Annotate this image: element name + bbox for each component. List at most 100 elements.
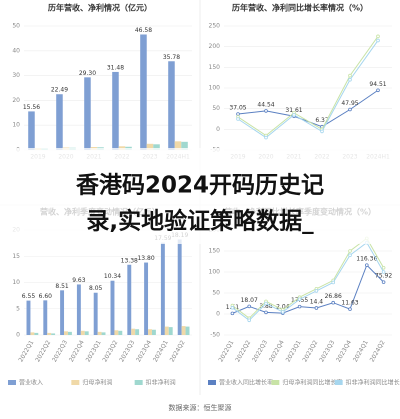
data-label: 15.56 [23, 104, 40, 111]
marker [381, 270, 386, 274]
marker [264, 301, 268, 306]
bar [135, 329, 140, 335]
data-label: 13.80 [137, 255, 154, 262]
banner-text: 香港码2024开码历史记 [76, 173, 324, 199]
legend-swatch [134, 380, 143, 385]
y-tick-label: 10 [12, 279, 20, 286]
x-tick-label: 2023Q3 [318, 339, 336, 363]
y-tick-label: 15 [12, 253, 20, 260]
y-tick-label: 40 [12, 47, 20, 54]
x-tick-label: 2022Q1 [217, 339, 235, 363]
y-tick-label: 150 [209, 248, 221, 255]
y-tick-label: 50 [212, 290, 220, 297]
bar [97, 331, 102, 335]
bar [140, 34, 147, 151]
legend-label: 扣非净利润 [146, 379, 176, 387]
data-label: 29.30 [79, 70, 96, 77]
bar [146, 143, 154, 150]
marker [376, 38, 380, 43]
legend-label: 扣非净利润同比增长率 [346, 379, 400, 387]
y-tick-label: 250 [209, 23, 221, 30]
data-label: 94.51 [369, 81, 386, 88]
marker [264, 109, 268, 113]
bar [76, 284, 81, 335]
legend-label: 归母净利润 [82, 379, 112, 387]
y-tick-label: 20 [12, 97, 20, 104]
data-label: 31.61 [285, 107, 302, 114]
data-label: 13.38 [121, 257, 138, 264]
data-label: 6.37 [315, 117, 329, 124]
legend-swatch [71, 380, 80, 385]
x-tick-label: 2023Q2 [101, 339, 119, 363]
bar [181, 326, 186, 335]
y-tick-label: 100 [209, 269, 221, 276]
marker [348, 249, 352, 253]
bar [84, 331, 89, 335]
data-label: 37.05 [229, 105, 246, 112]
data-label: 18.07 [241, 297, 258, 304]
marker [348, 107, 352, 112]
data-label: 47.95 [341, 100, 358, 107]
marker [236, 117, 240, 121]
data-label: 26.86 [325, 293, 342, 300]
marker [230, 305, 235, 310]
banner-bg [0, 148, 400, 244]
y-tick-label: -50 [210, 332, 220, 339]
x-tick-label: 2022Q2 [234, 339, 252, 363]
x-tick-label: 2022Q4 [268, 339, 286, 363]
y-tick-label: 0 [216, 311, 220, 318]
legend-label: 营业收入同比增长率 [219, 379, 273, 387]
bar [144, 262, 149, 335]
data-label: 11.63 [341, 300, 358, 307]
marker [348, 307, 352, 311]
marker [247, 304, 252, 309]
data-label: 6.60 [39, 293, 53, 300]
data-label: 44.54 [257, 101, 274, 108]
marker [297, 297, 302, 302]
marker [280, 310, 285, 314]
data-label: 2.04 [276, 304, 290, 311]
data-label: 22.49 [51, 87, 68, 94]
x-tick-label: 2023Q1 [85, 339, 103, 363]
chart-title: 历年营收、净利情况（亿元） [48, 3, 152, 13]
bar [164, 326, 169, 335]
y-tick-label: 0 [16, 332, 20, 339]
marker [381, 280, 386, 284]
marker [376, 88, 380, 93]
data-label: 3.88 [259, 303, 273, 310]
banner-text: 录,实地验证策略数据_ [86, 208, 314, 235]
y-tick-label: 5 [16, 305, 20, 312]
marker [247, 318, 252, 323]
data-label: 8.51 [55, 283, 69, 290]
y-tick-label: 200 [209, 43, 221, 50]
line [237, 36, 379, 137]
bar [80, 330, 85, 335]
line [232, 241, 385, 321]
marker [292, 113, 296, 117]
marker [297, 304, 302, 309]
bar [101, 332, 106, 335]
bar [84, 77, 91, 150]
legend-swatch [208, 380, 216, 385]
x-tick-label: 2022Q3 [251, 339, 269, 363]
x-tick-label: 2022Q4 [68, 339, 86, 363]
y-tick-label: 50 [212, 105, 220, 112]
bar [34, 332, 39, 335]
bar [26, 300, 31, 335]
bar [43, 300, 48, 335]
data-label: 6.55 [22, 293, 36, 300]
bar [177, 239, 182, 335]
source: 数据来源：恒生聚源 [169, 403, 232, 412]
bar [110, 280, 115, 335]
bar [67, 331, 72, 335]
y-tick-label: 50 [12, 23, 20, 30]
marker [230, 311, 235, 316]
legend-label: 归母净利润同比增长率 [282, 379, 342, 387]
x-tick-label: 2022Q3 [51, 339, 69, 363]
bar [131, 328, 136, 335]
bar [56, 94, 63, 150]
data-label: 31.48 [107, 64, 124, 71]
bar [168, 61, 175, 151]
